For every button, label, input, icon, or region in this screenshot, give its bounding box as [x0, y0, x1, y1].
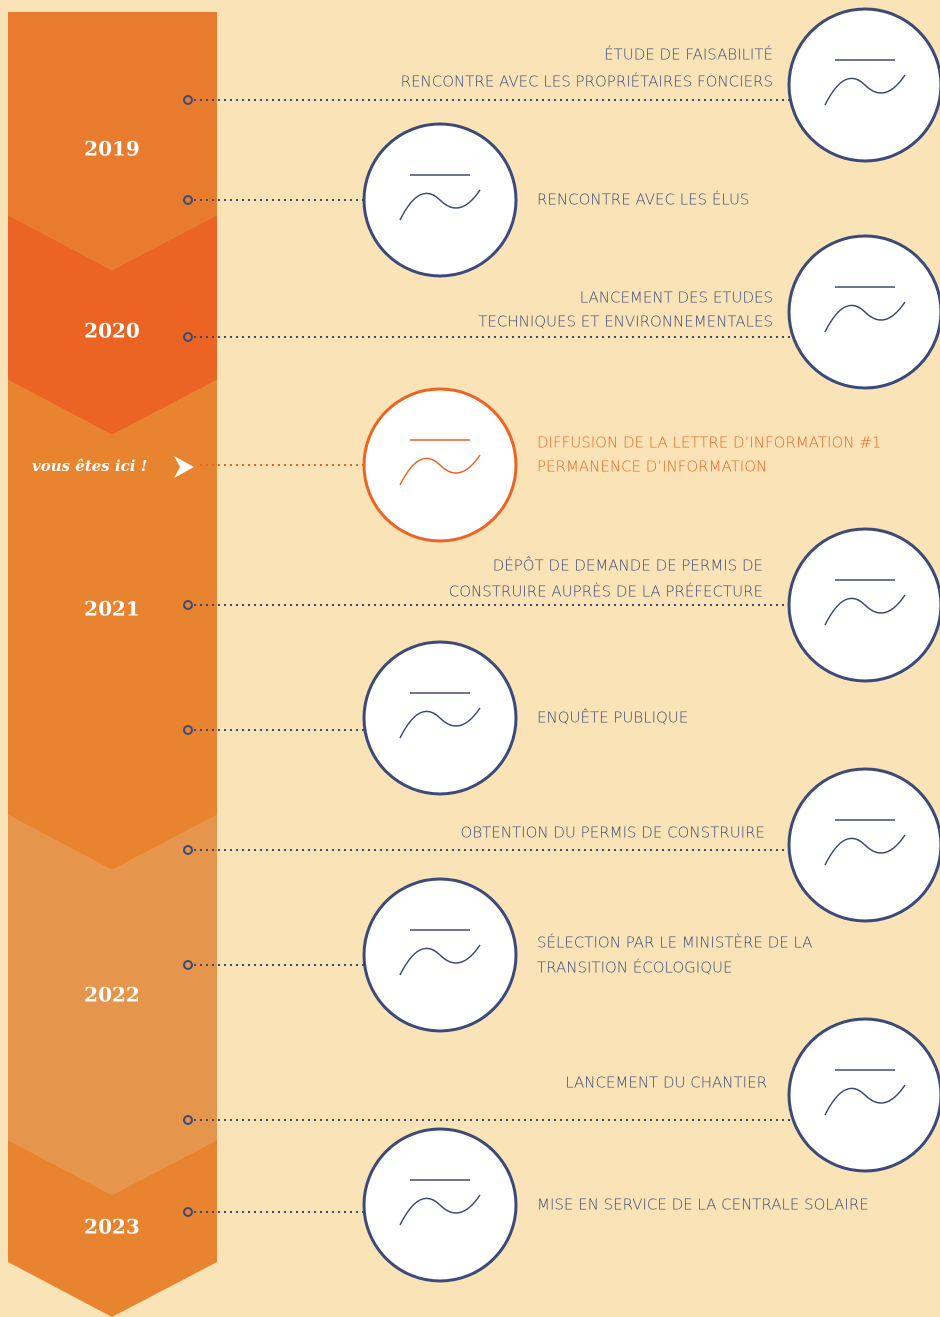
you-are-here: vous êtes ici ! — [32, 457, 147, 475]
event-text: MISE EN SERVICE DE LA CENTRALE SOLAIRE — [537, 1196, 869, 1214]
event-text: ÉTUDE DE FAISABILITÉ — [604, 45, 773, 64]
event-text: CONSTRUIRE AUPRÈS DE LA PRÉFECTURE — [449, 582, 763, 601]
year-label: 2019 — [84, 137, 140, 161]
event-text: TECHNIQUES ET ENVIRONNEMENTALES — [478, 313, 773, 331]
event-text: LANCEMENT DES ETUDES — [580, 289, 773, 307]
event-text: RENCONTRE AVEC LES ÉLUS — [537, 190, 749, 209]
timeline: 2019 2020 2021 2022 2023 vous êtes ici ! ÉTUD… — [0, 0, 940, 1317]
event-text: ENQUÊTE PUBLIQUE — [537, 708, 688, 727]
event-text: TRANSITION ÉCOLOGIQUE — [537, 958, 732, 977]
event-text: LANCEMENT DU CHANTIER — [565, 1074, 767, 1092]
year-label: 2020 — [84, 319, 140, 343]
year-band: 2019 2020 2021 2022 2023 vous êtes ici ! — [8, 12, 217, 1317]
year-label: 2021 — [84, 597, 140, 621]
event-text: SÉLECTION PAR LE MINISTÈRE DE LA — [537, 933, 812, 952]
year-label: 2022 — [84, 983, 140, 1007]
event-text: RENCONTRE AVEC LES PROPRIÉTAIRES FONCIER… — [401, 72, 773, 91]
year-segment — [8, 380, 217, 870]
event-text: DIFFUSION DE LA LETTRE D’INFORMATION #1 — [537, 434, 881, 452]
event-text: OBTENTION DU PERMIS DE CONSTRUIRE — [461, 824, 765, 842]
event-text: DÉPÔT DE DEMANDE DE PERMIS DE — [493, 556, 763, 575]
year-label: 2023 — [84, 1215, 140, 1239]
event-text: PERMANENCE D’INFORMATION — [537, 458, 767, 476]
